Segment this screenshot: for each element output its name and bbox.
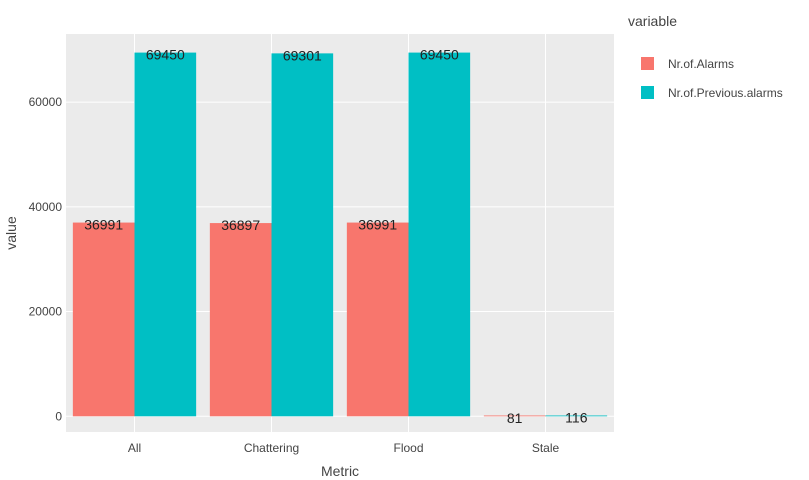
legend-swatch bbox=[641, 57, 654, 70]
bar-value-label: 81 bbox=[507, 410, 523, 426]
bar bbox=[545, 415, 608, 417]
x-tick-label: Chattering bbox=[244, 441, 299, 455]
y-axis-ticks: 0 20000 40000 60000 bbox=[29, 95, 63, 423]
x-tick-label: All bbox=[128, 441, 141, 455]
legend-label: Nr.of.Previous.alarms bbox=[668, 86, 783, 100]
bar-value-label: 69450 bbox=[420, 47, 459, 63]
legend-swatch bbox=[641, 86, 654, 99]
bar-value-label: 36991 bbox=[84, 217, 123, 233]
x-axis-title: Metric bbox=[321, 463, 359, 479]
bar bbox=[408, 52, 471, 417]
x-tick-label: Flood bbox=[393, 441, 423, 455]
legend-title: variable bbox=[628, 13, 677, 29]
bar-value-label: 36991 bbox=[358, 217, 397, 233]
bar-value-label: 69301 bbox=[283, 47, 322, 63]
bar bbox=[346, 222, 409, 417]
legend: variable Nr.of.Alarms Nr.of.Previous.alar… bbox=[628, 13, 783, 100]
x-tick-label: Stale bbox=[532, 441, 560, 455]
y-axis-title: value bbox=[3, 216, 19, 250]
y-tick-label: 40000 bbox=[29, 200, 63, 214]
bar bbox=[483, 415, 546, 417]
y-tick-label: 0 bbox=[55, 409, 62, 423]
bar-value-label: 36897 bbox=[221, 217, 260, 233]
legend-label: Nr.of.Alarms bbox=[668, 57, 734, 71]
bar-value-label: 69450 bbox=[146, 47, 185, 63]
y-tick-label: 20000 bbox=[29, 305, 63, 319]
x-axis-ticks: All Chattering Flood Stale bbox=[128, 441, 560, 455]
bar bbox=[72, 222, 135, 417]
bar bbox=[209, 223, 272, 417]
y-tick-label: 60000 bbox=[29, 95, 63, 109]
bar-value-label: 116 bbox=[565, 410, 588, 426]
bar bbox=[134, 52, 197, 417]
bar bbox=[271, 53, 334, 417]
bars bbox=[72, 52, 608, 417]
bar-labels: 36991 36897 36991 81 69450 69301 69450 116 bbox=[84, 47, 587, 426]
